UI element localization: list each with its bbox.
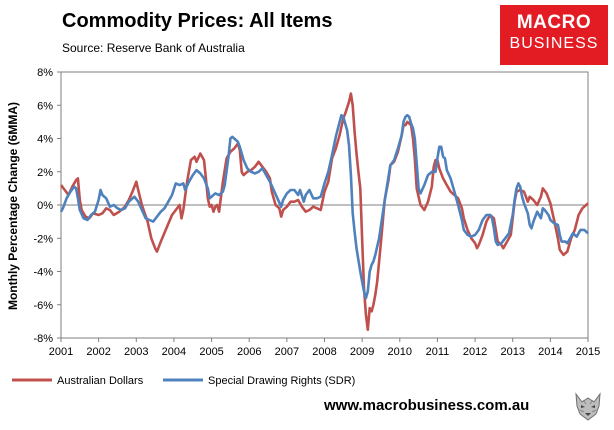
logo-line-1: MACRO: [516, 12, 592, 33]
x-axis-ticks: 2001 2002 2003 2004 2005 2006 2007 2008 2009 2010…: [49, 338, 600, 358]
y-tick-label: 4%: [37, 134, 53, 146]
y-tick-label: -2%: [33, 233, 53, 245]
series-lines: [59, 92, 589, 331]
chart-title: Commodity Prices: All Items: [62, 10, 333, 32]
x-tick-label: 2006: [237, 346, 261, 358]
y-tick-label: 2%: [37, 167, 53, 179]
x-tick-label: 2014: [538, 346, 562, 358]
x-tick-label: 2007: [275, 346, 299, 358]
chart-source: Source: Reserve Bank of Australia: [62, 41, 245, 55]
y-tick-label: 0%: [37, 200, 53, 212]
x-tick-label: 2010: [388, 346, 412, 358]
x-tick-label: 2011: [426, 346, 450, 358]
x-tick-label: 2013: [500, 346, 524, 358]
y-tick-label: -4%: [33, 267, 53, 279]
y-tick-label: 8%: [37, 67, 53, 79]
series-line-aud: [59, 92, 589, 331]
x-tick-label: 2015: [576, 346, 600, 358]
x-tick-label: 2001: [49, 346, 73, 358]
wolf-logo-icon: [570, 388, 606, 424]
legend: Australian Dollars Special Drawing Rights…: [12, 375, 355, 387]
x-tick-label: 2012: [463, 346, 487, 358]
y-tick-label: -6%: [33, 300, 53, 312]
legend-label-sdr: Special Drawing Rights (SDR): [208, 375, 355, 387]
y-tick-label: 6%: [37, 100, 53, 112]
footer-url[interactable]: www.macrobusiness.com.au: [324, 397, 530, 414]
x-tick-label: 2009: [350, 346, 374, 358]
x-tick-label: 2004: [162, 346, 186, 358]
x-tick-label: 2002: [86, 346, 110, 358]
macrobusiness-logo[interactable]: MACRO BUSINESS: [500, 5, 608, 65]
logo-line-2: BUSINESS: [509, 35, 599, 52]
legend-label-aud: Australian Dollars: [57, 375, 144, 387]
x-tick-label: 2008: [312, 346, 336, 358]
series-line-sdr: [59, 113, 589, 300]
y-tick-label: -8%: [33, 333, 53, 345]
x-tick-label: 2003: [124, 346, 148, 358]
y-axis-ticks: -8% -6% -4% -2% 0% 2% 4% 6% 8%: [33, 67, 61, 345]
x-tick-label: 2005: [199, 346, 223, 358]
y-axis-label: Monthly Percentage Change (6MMA): [6, 102, 20, 310]
